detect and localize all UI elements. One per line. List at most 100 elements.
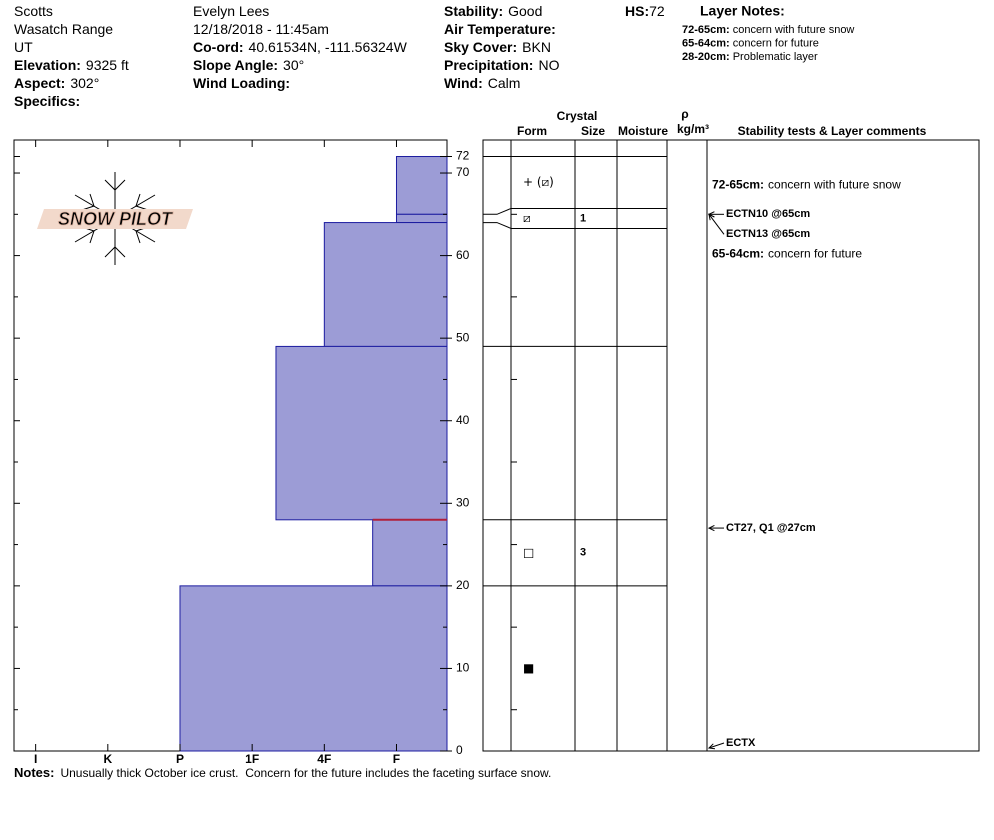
x-tick-label: F: [393, 752, 400, 766]
header-field: Evelyn Lees: [193, 3, 269, 19]
header-field: Elevation: 9325 ft: [14, 57, 129, 73]
logo-band: [37, 209, 193, 229]
field-value: 12/18/2018 - 11:45am: [193, 21, 329, 37]
field-label: Aspect:: [14, 75, 65, 91]
layer-comment: 65-64cm: concern for future: [712, 246, 862, 260]
layer-comment-range: 65-64cm:: [712, 246, 764, 260]
field-label: Sky Cover:: [444, 39, 517, 55]
layer-note-text: concern for future: [733, 37, 819, 49]
layer-comment-text: concern with future snow: [768, 178, 901, 192]
field-value: 30°: [283, 57, 304, 73]
table-headers: Crystal Form Size Moisture ρ kg/m³ Stabi…: [517, 107, 927, 138]
grain-form: ⧄: [523, 211, 531, 225]
y-tick-label: 30: [456, 495, 470, 509]
layer-note: 72-65cm: concern with future snow: [682, 24, 854, 36]
header-field: Co-ord: 40.61534N, -111.56324W: [193, 39, 408, 55]
layer-connector: [483, 207, 512, 215]
y-tick-label: 70: [456, 165, 470, 179]
hardness-bar: [275, 345, 448, 521]
grain-form: □: [523, 545, 534, 559]
header-form: Form: [517, 124, 547, 138]
hardness-bar: [323, 222, 448, 347]
header-field: Aspect: 302°: [14, 75, 99, 91]
table-columns: [510, 140, 708, 751]
header-field: Sky Cover: BKN: [444, 39, 551, 55]
test-arrow: [708, 742, 725, 749]
field-label: Slope Angle:: [193, 57, 278, 73]
header-field: Air Temperature:: [444, 21, 556, 37]
field-label: Wind Loading:: [193, 75, 290, 91]
stability-test: ECTN13 @65cm: [726, 228, 810, 240]
layer-comment-range: 72-65cm:: [712, 178, 764, 192]
snow-height: HS:72: [625, 3, 665, 19]
header-field: Precipitation: NO: [444, 57, 560, 73]
logo-text: SNOW PILOT: [58, 209, 174, 229]
field-label: Precipitation:: [444, 57, 533, 73]
layer-comment: 72-65cm: concern with future snow: [712, 178, 901, 192]
x-tick-label: I: [34, 752, 37, 766]
field-value: Evelyn Lees: [193, 3, 269, 19]
test-arrow: [708, 214, 725, 235]
y-tick-label: 40: [456, 413, 470, 427]
header-field: 12/18/2018 - 11:45am: [193, 21, 329, 37]
stability-test: ECTN10 @65cm: [726, 208, 810, 220]
field-value: 302°: [70, 75, 99, 91]
header-field: Stability: Good: [444, 3, 542, 19]
field-value: BKN: [522, 39, 551, 55]
hs-label: HS:: [625, 3, 649, 19]
layer-note-text: Problematic layer: [733, 51, 818, 63]
header-comments: Stability tests & Layer comments: [738, 124, 927, 138]
field-value: Wasatch Range: [14, 21, 113, 37]
layer-note-range: 65-64cm:: [682, 37, 730, 49]
layer-comment-text: concern for future: [768, 246, 862, 260]
field-value: Calm: [488, 75, 521, 91]
header-field: Scotts: [14, 3, 53, 19]
x-tick-label: 1F: [245, 752, 259, 766]
field-label: Specifics:: [14, 93, 80, 109]
header-field: Specifics:: [14, 93, 80, 109]
field-label: Air Temperature:: [444, 21, 556, 37]
header-field: Wasatch Range: [14, 21, 113, 37]
header-density-symbol: ρ: [681, 107, 688, 121]
field-value: UT: [14, 39, 33, 55]
y-tick-label: 50: [456, 330, 470, 344]
notes-label: Notes:: [14, 765, 54, 780]
hardness-bar: [179, 585, 448, 752]
layer-note-text: concern with future snow: [733, 24, 855, 36]
hs-value: 72: [649, 3, 665, 19]
grain-form: ■: [523, 661, 534, 675]
header-moisture: Moisture: [618, 124, 668, 138]
logo: SNOW PILOT: [37, 172, 193, 265]
y-tick-label: 20: [456, 578, 470, 592]
hardness-bar: [395, 156, 448, 215]
y-tick-label: 10: [456, 661, 470, 675]
field-value: NO: [538, 57, 559, 73]
header-size: Size: [581, 124, 605, 138]
header-field: Wind: Calm: [444, 75, 520, 91]
test-arrow-head: [708, 213, 715, 221]
layer-note-range: 28-20cm:: [682, 51, 730, 63]
table-frame: [482, 139, 980, 752]
y-tick-label: 72: [456, 149, 470, 163]
layer-note: 65-64cm: concern for future: [682, 37, 819, 49]
field-value: Scotts: [14, 3, 53, 19]
x-tick-label: 4F: [317, 752, 331, 766]
layer-notes-title: Layer Notes:: [700, 3, 785, 19]
header-field: Slope Angle: 30°: [193, 57, 304, 73]
hardness-bar: [372, 519, 448, 587]
header-crystal: Crystal: [557, 109, 598, 123]
x-tick-label: P: [176, 752, 184, 766]
header-density-unit: kg/m³: [677, 122, 709, 136]
notes: Notes: Unusually thick October ice crust.…: [14, 765, 551, 780]
field-label: Wind:: [444, 75, 483, 91]
field-value: Good: [508, 3, 542, 19]
grain-size: 1: [580, 212, 586, 224]
test-arrow-head: [707, 743, 716, 750]
stability-test: ECTX: [726, 737, 756, 749]
y-tick-label: 0: [456, 743, 463, 757]
layer-note: 28-20cm: Problematic layer: [682, 51, 818, 63]
notes-text: Unusually thick October ice crust. Conce…: [60, 766, 551, 780]
y-tick-label: 60: [456, 248, 470, 262]
header-field: Wind Loading:: [193, 75, 290, 91]
